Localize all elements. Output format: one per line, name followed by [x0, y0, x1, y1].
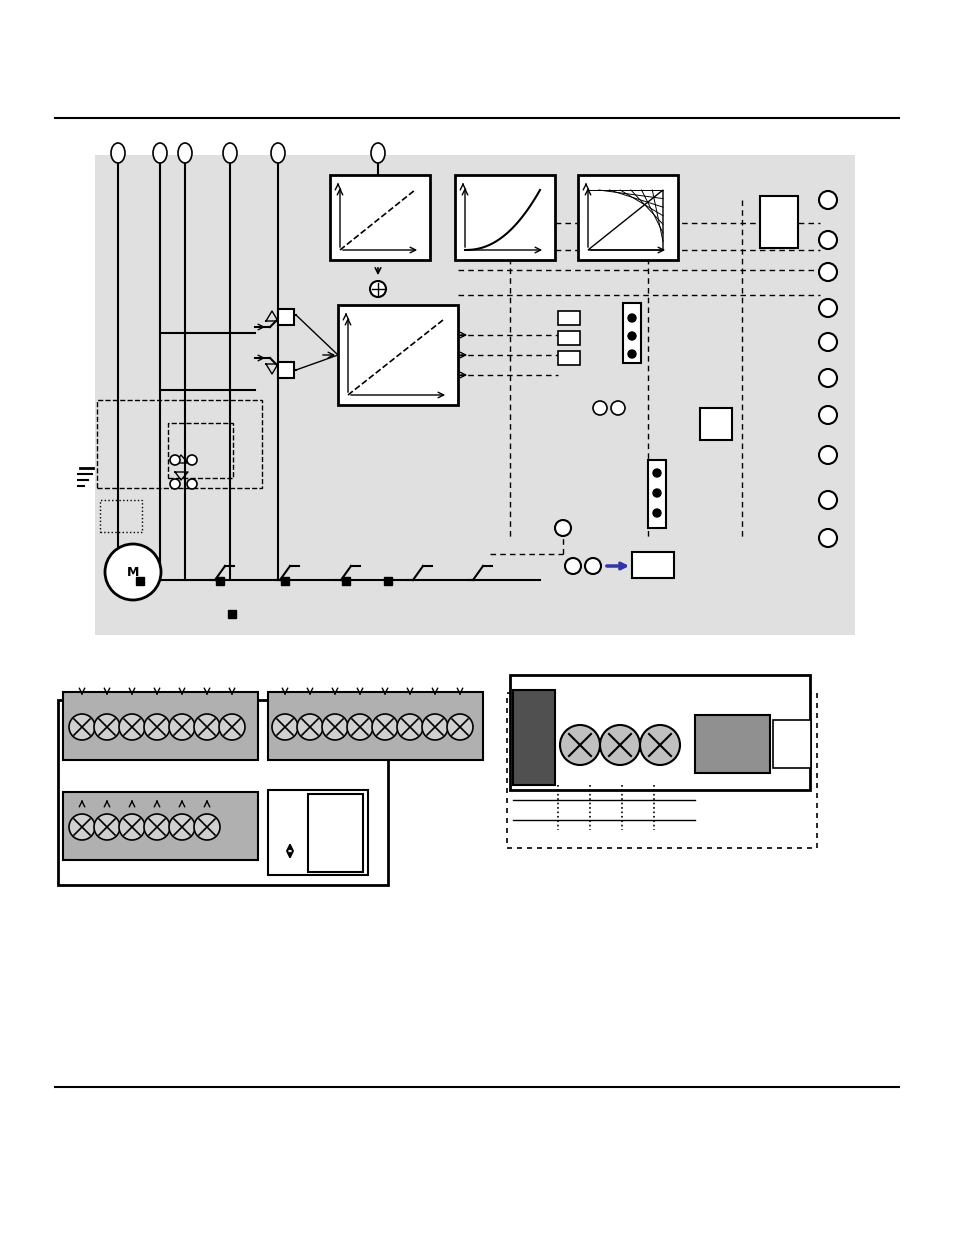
Circle shape [627, 332, 636, 340]
Ellipse shape [111, 143, 125, 163]
Bar [700, 408, 731, 440]
Circle shape [421, 714, 448, 740]
Bar [330, 175, 430, 261]
Bar [268, 692, 482, 760]
Circle shape [652, 489, 660, 496]
Bar [268, 790, 368, 876]
Bar [578, 175, 678, 261]
Circle shape [818, 333, 836, 351]
Bar [63, 692, 257, 760]
Circle shape [627, 314, 636, 322]
Circle shape [593, 401, 606, 415]
Circle shape [170, 479, 180, 489]
Bar [510, 676, 809, 790]
Circle shape [627, 350, 636, 358]
Bar [558, 331, 579, 345]
Bar [136, 577, 144, 585]
Circle shape [169, 814, 194, 840]
Circle shape [105, 543, 161, 600]
Bar [168, 424, 233, 478]
Circle shape [584, 558, 600, 574]
Circle shape [169, 714, 194, 740]
Circle shape [610, 401, 624, 415]
Circle shape [187, 479, 196, 489]
Circle shape [347, 714, 373, 740]
Circle shape [818, 231, 836, 249]
Circle shape [219, 714, 245, 740]
Ellipse shape [371, 143, 385, 163]
Circle shape [447, 714, 473, 740]
Circle shape [94, 714, 120, 740]
Circle shape [69, 714, 95, 740]
Bar [308, 794, 363, 872]
Circle shape [555, 520, 571, 536]
Ellipse shape [271, 143, 285, 163]
Circle shape [818, 263, 836, 282]
Bar [63, 792, 257, 860]
Circle shape [372, 714, 397, 740]
Bar [513, 690, 555, 785]
Bar [277, 362, 294, 378]
Circle shape [144, 714, 170, 740]
Bar [506, 693, 816, 848]
Circle shape [818, 369, 836, 387]
Ellipse shape [178, 143, 192, 163]
Circle shape [187, 454, 196, 466]
Bar [558, 351, 579, 366]
Circle shape [272, 714, 297, 740]
Ellipse shape [223, 143, 236, 163]
Bar [695, 715, 769, 773]
Circle shape [652, 469, 660, 477]
Bar [337, 305, 457, 405]
Circle shape [818, 406, 836, 424]
Circle shape [818, 299, 836, 317]
Circle shape [564, 558, 580, 574]
Bar [622, 303, 640, 363]
Bar [772, 720, 810, 768]
Bar [760, 196, 797, 248]
Circle shape [818, 492, 836, 509]
Circle shape [559, 725, 599, 764]
Bar [384, 577, 392, 585]
Circle shape [818, 529, 836, 547]
Circle shape [144, 814, 170, 840]
Bar [100, 500, 142, 532]
Circle shape [599, 725, 639, 764]
Circle shape [193, 814, 220, 840]
Bar [277, 309, 294, 325]
Circle shape [818, 191, 836, 209]
Circle shape [818, 446, 836, 464]
Circle shape [639, 725, 679, 764]
Bar [647, 459, 665, 529]
Circle shape [296, 714, 323, 740]
Bar [95, 156, 854, 635]
Bar [455, 175, 555, 261]
Bar [215, 577, 224, 585]
Bar [558, 311, 579, 325]
Circle shape [370, 282, 386, 296]
Circle shape [652, 509, 660, 517]
Bar [631, 552, 673, 578]
Ellipse shape [152, 143, 167, 163]
Bar [228, 610, 235, 618]
Circle shape [94, 814, 120, 840]
Circle shape [119, 714, 145, 740]
Circle shape [322, 714, 348, 740]
Bar [58, 700, 388, 885]
Text: M: M [127, 566, 139, 578]
Circle shape [170, 454, 180, 466]
Bar [281, 577, 289, 585]
Bar [97, 400, 262, 488]
Circle shape [119, 814, 145, 840]
Circle shape [69, 814, 95, 840]
Bar [341, 577, 350, 585]
Circle shape [396, 714, 422, 740]
Circle shape [193, 714, 220, 740]
